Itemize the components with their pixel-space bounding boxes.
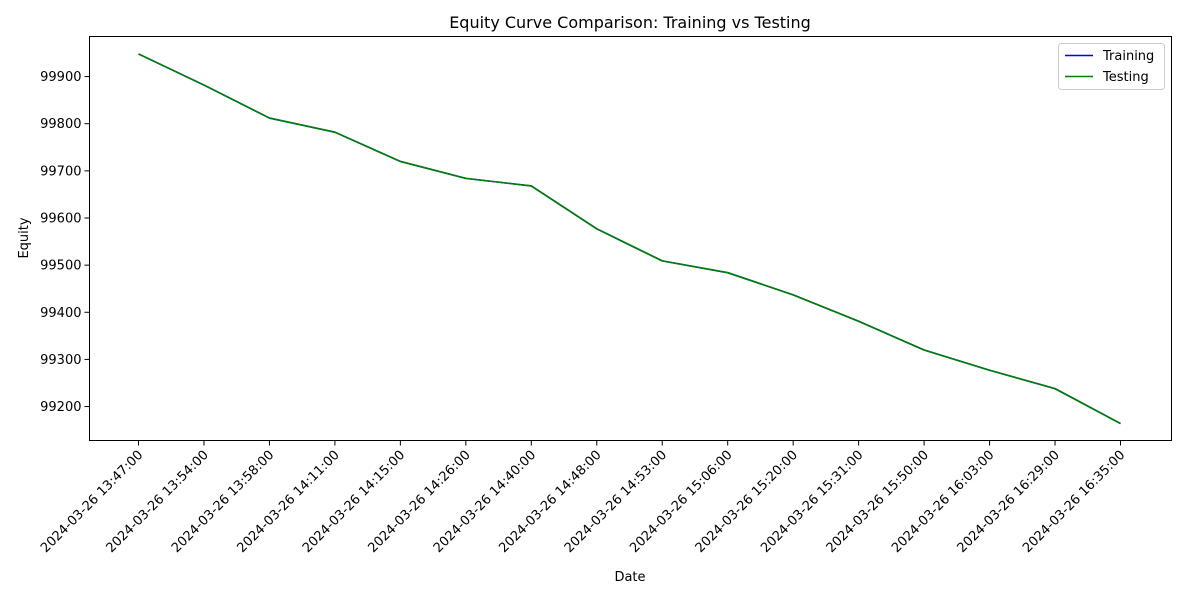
- y-tick-label: 99400: [40, 306, 81, 321]
- y-tick-label: 99600: [40, 211, 81, 226]
- series-line-training: [138, 53, 1121, 425]
- plot-area: [89, 36, 1172, 441]
- series-line-testing: [138, 53, 1121, 425]
- legend-label-testing: Testing: [1102, 70, 1149, 85]
- x-axis-label: Date: [614, 570, 645, 585]
- chart-title: Equity Curve Comparison: Training vs Tes…: [449, 13, 811, 32]
- y-tick-label: 99500: [40, 259, 81, 274]
- y-tick-label: 99800: [40, 117, 81, 132]
- y-tick-label: 99700: [40, 164, 81, 179]
- legend-label-training: Training: [1102, 49, 1154, 64]
- y-axis-label: Equity: [17, 217, 32, 258]
- y-tick-label: 99300: [40, 353, 81, 368]
- y-tick-label: 99200: [40, 400, 81, 415]
- y-axis: 99200 99300 99400 99500 99600 99700 99800 99900: [40, 70, 90, 415]
- legend: Training Testing: [1058, 43, 1165, 90]
- y-tick-label: 99900: [40, 70, 81, 85]
- series-lines: [138, 53, 1121, 425]
